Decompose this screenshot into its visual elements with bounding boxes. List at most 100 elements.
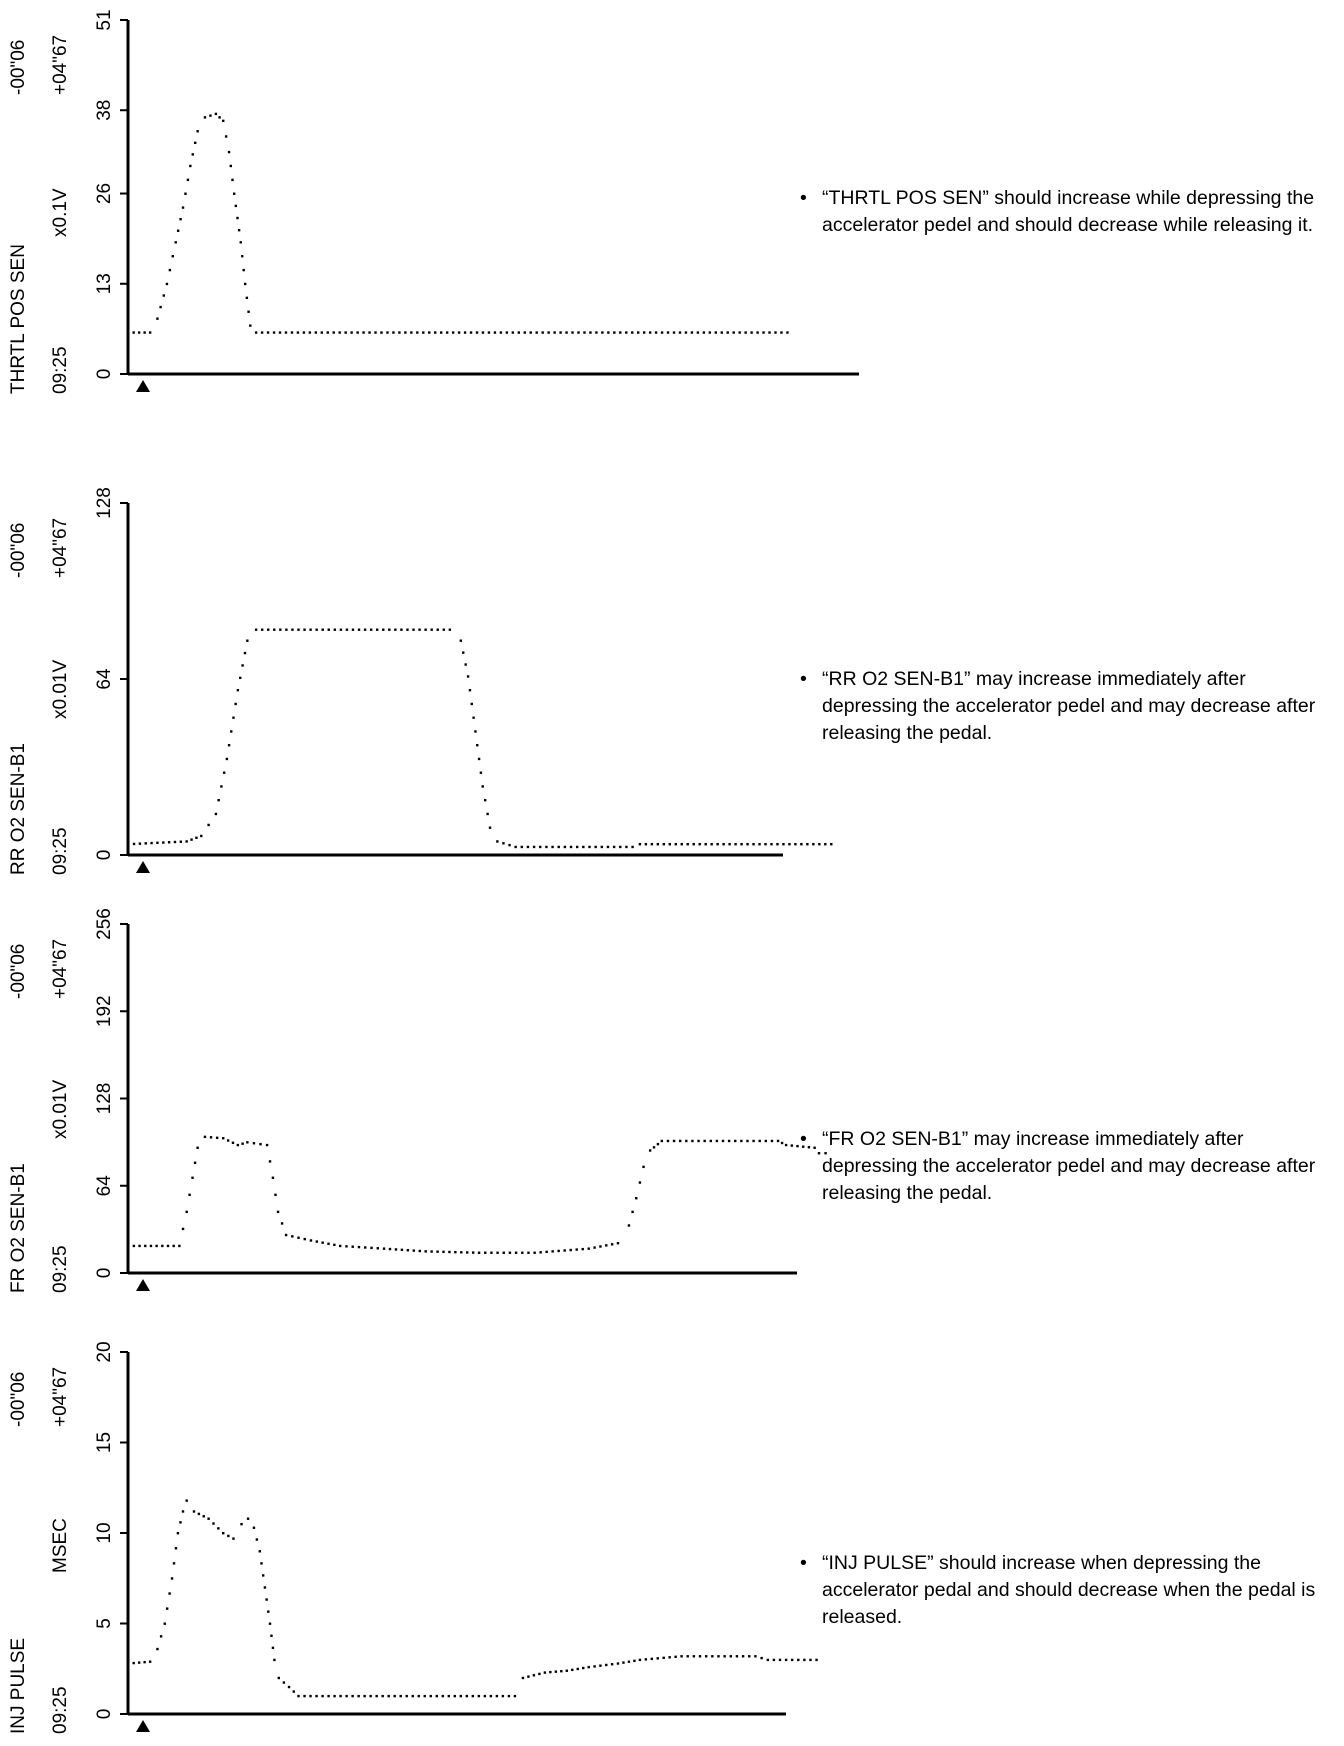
data-point bbox=[333, 1243, 336, 1247]
data-point bbox=[740, 1139, 743, 1143]
data-point bbox=[817, 1152, 821, 1155]
data-point bbox=[267, 628, 270, 631]
data-point bbox=[619, 331, 622, 334]
data-point bbox=[691, 1139, 694, 1143]
data-point bbox=[406, 628, 409, 631]
data-point bbox=[143, 331, 146, 334]
data-point bbox=[400, 628, 403, 631]
data-point bbox=[727, 1139, 731, 1143]
data-point bbox=[582, 845, 585, 849]
data-point bbox=[436, 1250, 439, 1253]
data-point bbox=[267, 1610, 270, 1613]
data-point bbox=[309, 628, 312, 631]
data-point bbox=[453, 1694, 456, 1698]
data-point bbox=[593, 1665, 596, 1668]
data-point bbox=[505, 331, 509, 334]
data-point bbox=[714, 331, 718, 334]
data-point bbox=[376, 1247, 379, 1250]
data-point bbox=[638, 1181, 642, 1184]
data-point bbox=[599, 1664, 602, 1667]
data-point bbox=[196, 1146, 199, 1149]
data-point bbox=[527, 1251, 530, 1254]
data-point bbox=[217, 1527, 220, 1530]
data-point bbox=[254, 331, 258, 334]
data-point bbox=[339, 1694, 342, 1698]
data-point bbox=[466, 1251, 469, 1254]
y-tick-label: 38 bbox=[94, 100, 115, 121]
data-point bbox=[156, 1647, 159, 1651]
data-point bbox=[648, 1149, 652, 1152]
data-point bbox=[686, 843, 689, 846]
data-point bbox=[766, 1658, 770, 1662]
data-point bbox=[218, 116, 221, 119]
data-point bbox=[601, 331, 604, 334]
data-point bbox=[284, 331, 288, 334]
y-tick-label: 10 bbox=[94, 1522, 115, 1543]
data-point bbox=[406, 1249, 410, 1252]
data-point bbox=[190, 838, 193, 841]
data-point bbox=[666, 1139, 670, 1143]
data-point bbox=[150, 841, 153, 845]
data-point bbox=[132, 842, 136, 846]
data-point bbox=[583, 331, 586, 334]
data-point bbox=[229, 164, 232, 168]
data-point bbox=[207, 1517, 210, 1520]
data-point bbox=[188, 1193, 191, 1197]
data-point bbox=[786, 331, 789, 334]
data-point bbox=[148, 1660, 152, 1663]
data-point bbox=[333, 1694, 336, 1698]
data-point bbox=[447, 1694, 450, 1698]
data-point bbox=[666, 331, 670, 334]
data-point bbox=[577, 331, 580, 334]
data-point bbox=[161, 1244, 164, 1248]
trigger-marker-icon bbox=[136, 380, 150, 392]
data-point bbox=[650, 843, 654, 846]
data-point bbox=[672, 1139, 676, 1143]
data-point bbox=[156, 317, 159, 320]
data-point bbox=[607, 331, 610, 334]
data-point bbox=[758, 1139, 761, 1143]
data-point bbox=[642, 331, 646, 334]
data-point bbox=[502, 842, 505, 845]
y-tick-label: 0 bbox=[94, 850, 115, 861]
data-point bbox=[265, 1598, 268, 1601]
data-point bbox=[469, 331, 473, 334]
data-point bbox=[196, 130, 199, 133]
data-point bbox=[255, 1538, 259, 1541]
data-point bbox=[280, 1222, 284, 1225]
data-point bbox=[167, 841, 171, 844]
data-point bbox=[127, 331, 130, 334]
data-point bbox=[268, 1160, 272, 1163]
data-point bbox=[308, 331, 312, 334]
data-point bbox=[344, 331, 347, 334]
data-point bbox=[748, 1655, 751, 1658]
data-point bbox=[571, 331, 574, 334]
data-point bbox=[222, 1532, 225, 1535]
data-point bbox=[209, 1136, 213, 1139]
data-point bbox=[225, 757, 229, 761]
data-point bbox=[222, 1137, 225, 1140]
data-point bbox=[292, 1690, 295, 1693]
data-point bbox=[429, 1694, 432, 1698]
data-point bbox=[411, 1694, 414, 1698]
data-point bbox=[520, 845, 523, 849]
data-point bbox=[770, 843, 773, 846]
data-point bbox=[481, 331, 485, 334]
data-point bbox=[291, 1235, 294, 1238]
data-point bbox=[192, 1510, 196, 1513]
data-point bbox=[303, 1694, 306, 1698]
data-point bbox=[200, 834, 203, 838]
data-point bbox=[137, 331, 141, 334]
data-point bbox=[703, 1139, 706, 1143]
data-point bbox=[252, 1142, 256, 1145]
data-point bbox=[538, 1672, 541, 1676]
data-point bbox=[345, 628, 349, 631]
data-point bbox=[569, 845, 573, 849]
data-point bbox=[351, 628, 355, 631]
data-point bbox=[430, 628, 433, 631]
data-point bbox=[463, 331, 467, 334]
data-point bbox=[543, 1671, 547, 1674]
data-point bbox=[297, 628, 300, 631]
data-point bbox=[788, 843, 791, 846]
